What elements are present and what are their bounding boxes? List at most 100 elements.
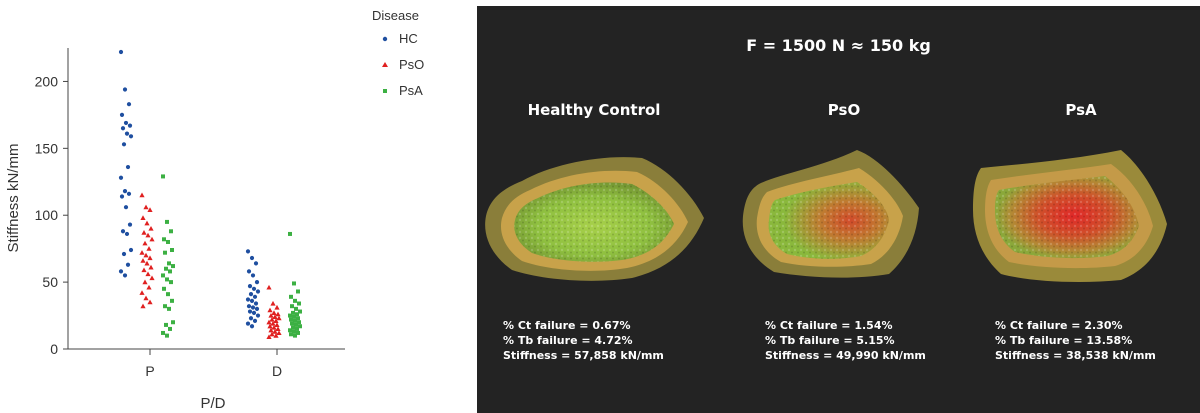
point-psa — [295, 326, 299, 331]
y-tick-label: 150 — [35, 140, 59, 156]
point-pso — [144, 260, 150, 266]
point-psa — [291, 325, 295, 330]
point-hc — [128, 134, 134, 139]
point-psa — [165, 219, 169, 224]
point-hc — [251, 286, 257, 291]
point-psa — [295, 312, 299, 317]
point-psa — [163, 304, 167, 309]
point-psa — [161, 273, 165, 278]
point-psa — [161, 174, 165, 179]
point-hc — [251, 310, 257, 315]
point-hc — [122, 87, 128, 92]
point-pso — [268, 327, 274, 333]
point-pso — [148, 226, 154, 231]
point-psa — [164, 322, 168, 327]
point-pso — [269, 316, 275, 322]
point-psa — [288, 231, 292, 236]
point-psa — [288, 313, 292, 318]
legend-marker-hc — [382, 36, 388, 42]
point-pso — [149, 236, 155, 242]
point-hc — [247, 284, 253, 289]
bone-image-pso — [742, 150, 919, 278]
point-pso — [145, 232, 151, 238]
point-psa — [297, 301, 301, 306]
x-tick-label: P — [145, 363, 154, 379]
point-pso — [142, 240, 148, 246]
legend-label-psa: PsA — [399, 83, 423, 98]
point-hc — [121, 142, 127, 147]
point-psa — [290, 304, 294, 309]
point-pso — [274, 304, 280, 310]
point-hc — [127, 123, 133, 128]
point-hc — [128, 247, 134, 253]
chart-axes — [67, 48, 345, 350]
point-psa — [291, 310, 295, 315]
group-title-psa: PsA — [1065, 101, 1097, 119]
point-pso — [271, 310, 277, 315]
point-pso — [266, 319, 272, 325]
point-psa — [169, 280, 173, 285]
point-pso — [271, 324, 277, 330]
point-pso — [272, 329, 278, 334]
y-tick-label: 100 — [35, 207, 59, 223]
point-hc — [254, 306, 260, 311]
point-psa — [296, 330, 300, 335]
point-psa — [171, 320, 175, 325]
stats-psa: % Ct failure = 2.30% % Tb failure = 13.5… — [995, 318, 1156, 363]
point-pso — [275, 326, 281, 332]
point-hc — [253, 301, 259, 306]
point-pso — [147, 255, 153, 261]
point-hc — [125, 262, 131, 267]
point-pso — [145, 271, 151, 277]
point-hc — [248, 316, 254, 321]
point-psa — [294, 322, 298, 327]
point-hc — [121, 251, 127, 257]
point-hc — [126, 191, 132, 196]
point-hc — [124, 231, 130, 237]
point-hc — [118, 175, 124, 180]
point-psa — [166, 292, 170, 297]
point-hc — [249, 324, 255, 329]
point-hc — [252, 294, 258, 299]
legend-label-hc: HC — [399, 31, 418, 46]
stiffness-healthy-control: Stiffness = 57,858 kN/mm — [503, 349, 664, 362]
bone-image-healthy-control — [485, 157, 704, 281]
point-hc — [119, 194, 125, 199]
point-hc — [253, 261, 259, 266]
point-pso — [267, 307, 273, 313]
point-psa — [297, 320, 301, 325]
point-hc — [124, 131, 130, 136]
point-pso — [140, 215, 146, 220]
point-hc — [125, 164, 131, 170]
point-psa — [171, 264, 175, 269]
point-pso — [267, 323, 273, 329]
point-pso — [272, 314, 278, 319]
point-psa — [293, 318, 297, 323]
x-tick-label: D — [272, 363, 282, 379]
point-hc — [245, 321, 251, 326]
point-psa — [289, 294, 293, 299]
point-hc — [120, 126, 126, 131]
point-pso — [144, 220, 150, 226]
group-title-pso: PsO — [827, 101, 861, 119]
point-psa — [163, 250, 167, 255]
bone-image-psa — [973, 150, 1167, 282]
point-pso — [139, 290, 145, 295]
point-pso — [268, 312, 274, 318]
point-pso — [147, 207, 153, 212]
point-psa — [294, 306, 298, 311]
point-psa — [296, 289, 300, 294]
point-pso — [146, 246, 152, 251]
point-hc — [119, 112, 125, 117]
point-pso — [266, 334, 272, 340]
point-psa — [298, 324, 302, 329]
point-pso — [270, 300, 276, 306]
legend-title: Disease — [372, 8, 419, 23]
point-psa — [167, 306, 171, 311]
point-pso — [266, 284, 272, 290]
point-hc — [123, 120, 129, 126]
point-psa — [288, 328, 292, 333]
point-psa — [293, 298, 297, 303]
y-axis-label: Stiffness kN/mm — [5, 144, 22, 253]
